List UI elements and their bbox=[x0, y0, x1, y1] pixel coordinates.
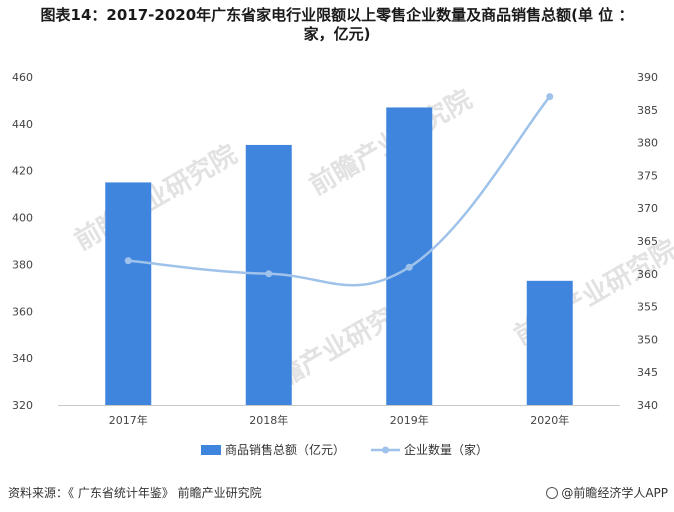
line-series bbox=[124, 93, 554, 287]
right-tick-label: 360 bbox=[637, 268, 658, 281]
right-tick-label: 390 bbox=[637, 71, 658, 84]
left-tick-label: 320 bbox=[12, 399, 33, 412]
watermark-text: 前瞻产业研究院 bbox=[69, 139, 242, 257]
watermark-layer: 前瞻产业研究院前瞻产业研究院前瞻产业研究院前瞻产业研究院 bbox=[69, 84, 674, 407]
right-tick-label: 380 bbox=[637, 137, 658, 150]
legend: 商品销售总额（亿元） 企业数量（家） bbox=[201, 442, 488, 457]
left-tick-label: 400 bbox=[12, 212, 33, 225]
right-tick-label: 385 bbox=[637, 104, 658, 117]
x-tick-label: 2017年 bbox=[109, 413, 148, 427]
right-tick-label: 355 bbox=[637, 301, 658, 314]
line-point bbox=[546, 93, 554, 101]
right-tick-label: 365 bbox=[637, 235, 658, 248]
x-tick-label: 2020年 bbox=[530, 413, 569, 427]
chart-title-line1: 图表14：2017-2020年广东省家电行业限额以上零售企业数量及商品销售总额(… bbox=[40, 6, 634, 24]
line-path bbox=[128, 95, 551, 287]
right-tick-label: 340 bbox=[637, 399, 658, 412]
left-tick-label: 420 bbox=[12, 165, 33, 178]
x-axis-labels: 2017年 2018年 2019年 2020年 bbox=[109, 413, 570, 427]
bar bbox=[105, 182, 152, 405]
brand-text: @前瞻经济学人APP bbox=[561, 486, 668, 500]
x-tick-label: 2019年 bbox=[390, 413, 429, 427]
chart-title: 图表14：2017-2020年广东省家电行业限额以上零售企业数量及商品销售总额(… bbox=[0, 6, 674, 44]
bar bbox=[526, 280, 573, 405]
line-point bbox=[405, 263, 413, 271]
brand-logo-icon bbox=[546, 487, 559, 499]
right-tick-label: 370 bbox=[637, 202, 658, 215]
left-tick-label: 440 bbox=[12, 118, 33, 131]
legend-line-marker bbox=[382, 446, 389, 454]
legend-line-label: 企业数量（家） bbox=[404, 442, 488, 457]
line-point bbox=[124, 257, 132, 265]
left-tick-label: 360 bbox=[12, 305, 33, 318]
right-tick-label: 345 bbox=[637, 366, 658, 379]
legend-bar-swatch bbox=[201, 445, 221, 455]
left-tick-label: 460 bbox=[12, 71, 33, 84]
chart-title-line2: 家，亿元) bbox=[303, 25, 371, 43]
right-axis: 390 385 380 375 370 365 360 355 350 345 340 bbox=[637, 71, 658, 412]
line-point bbox=[265, 270, 273, 278]
source-note: 资料来源：《 广东省统计年鉴》 前瞻产业研究院 bbox=[8, 486, 262, 500]
legend-bar-label: 商品销售总额（亿元） bbox=[225, 442, 345, 457]
left-axis: 460 440 420 400 380 360 340 320 bbox=[12, 71, 33, 412]
brand-credit: @前瞻经济学人APP bbox=[546, 484, 668, 501]
right-tick-label: 350 bbox=[637, 333, 658, 346]
left-tick-label: 340 bbox=[12, 352, 33, 365]
x-tick-label: 2018年 bbox=[249, 413, 288, 427]
right-tick-label: 375 bbox=[637, 169, 658, 182]
left-tick-label: 380 bbox=[12, 258, 33, 271]
